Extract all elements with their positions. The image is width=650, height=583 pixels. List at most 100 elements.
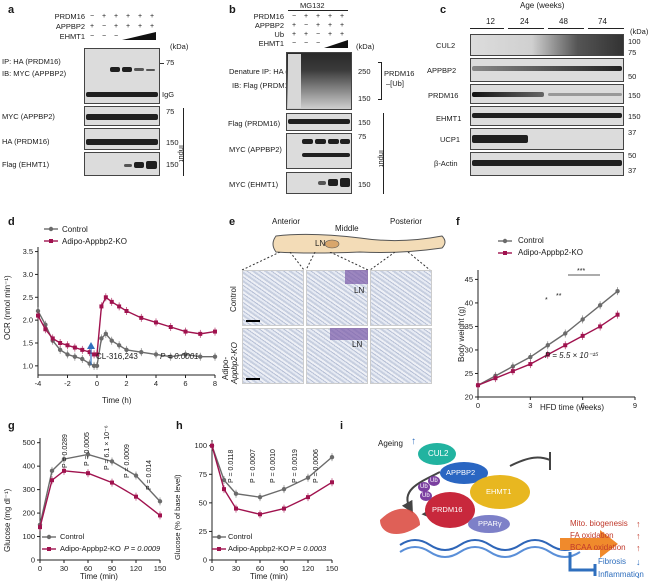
- blot-band: [328, 139, 339, 144]
- x-tick-label: 90: [280, 564, 288, 573]
- data-point: [134, 494, 138, 499]
- g-legend-control: Control: [60, 532, 85, 541]
- marker: 75: [166, 107, 175, 116]
- ehmt1-node: [470, 475, 530, 509]
- b-row-appbp2: APPBP2: [254, 21, 284, 30]
- blot-band: [110, 67, 120, 72]
- y-tick-label: 100: [22, 532, 35, 541]
- panel-label-c: c: [440, 4, 447, 16]
- data-point: [282, 506, 286, 511]
- sign: +: [125, 23, 131, 30]
- sign: −: [89, 13, 95, 20]
- mg132-line: [288, 10, 348, 11]
- age-line: [548, 28, 584, 29]
- blot-band: [472, 113, 622, 118]
- c-row-ucp1: UCP1: [440, 135, 461, 144]
- ub-node: [420, 491, 432, 501]
- marker-75: 75: [628, 48, 637, 57]
- x-tick-label: 60: [84, 564, 92, 573]
- y-tick-label: 40: [465, 298, 473, 307]
- data-point: [221, 477, 227, 483]
- f-legend-control: Control: [518, 236, 544, 245]
- data-point: [116, 343, 122, 348]
- data-point: [50, 336, 55, 341]
- y-tick-label: 25: [199, 527, 207, 536]
- data-point: [168, 354, 173, 359]
- x-tick-label: 6: [183, 379, 187, 388]
- data-point: [110, 480, 114, 485]
- up-arrow-icon: [87, 342, 95, 349]
- row-label-prdm16: PRDM16: [54, 12, 85, 21]
- cul2-label: CUL2: [428, 449, 449, 458]
- sign: +: [339, 22, 345, 29]
- panel-c: Age (weeks) 12 24 48 74 (kDa) CUL2 100 7…: [0, 0, 650, 210]
- data-point: [281, 486, 287, 492]
- data-point: [50, 478, 54, 483]
- x-tick-label: 150: [154, 564, 167, 573]
- blot-band: [472, 66, 622, 71]
- output-mito: Mito. biogenesis: [570, 519, 628, 528]
- panel-a: PRDM16 APPBP2 EHMT1 − + + + + + + − + + …: [0, 0, 225, 210]
- y-tick-label: 100: [194, 441, 207, 450]
- g-p-total: P = 0.0009: [124, 544, 161, 553]
- data-point: [72, 354, 78, 359]
- sign: +: [89, 23, 95, 30]
- sign: −: [89, 33, 95, 40]
- y-tick-label: 200: [22, 509, 35, 518]
- row-label-ehmt1: EHMT1: [59, 32, 85, 41]
- x-tick-label: 120: [130, 564, 143, 573]
- appbp2-node: [440, 462, 488, 484]
- x-tick-label: 60: [256, 564, 264, 573]
- f-legend-ko: Adipo-Appbp2-KO: [518, 248, 583, 257]
- x-tick-label: 0: [38, 564, 42, 573]
- x-tick-label: 3: [528, 401, 532, 410]
- blot-band: [124, 164, 132, 167]
- legend-marker: [48, 226, 54, 232]
- ehmt1-gradient-wedge: [122, 32, 156, 40]
- data-point: [103, 295, 108, 300]
- sign: +: [137, 13, 143, 20]
- ub-label: Ub: [430, 478, 438, 484]
- y-tick-label: 0: [203, 556, 207, 565]
- data-point: [234, 506, 238, 511]
- histology-image: [370, 270, 432, 326]
- row-label-appbp2: APPBP2: [55, 22, 85, 31]
- f-star-1: *: [545, 297, 548, 304]
- data-point: [563, 331, 568, 336]
- data-point: [580, 333, 585, 338]
- panel-label-i: i: [340, 420, 344, 432]
- chart-h: 0 30 60 90 120 150 0 25 50 75 100: [194, 440, 338, 573]
- x-tick-label: 8: [213, 379, 217, 388]
- legend-marker: [503, 251, 507, 255]
- marker-50b: 50: [628, 151, 637, 160]
- sign: −: [101, 33, 107, 40]
- ib-label: IB: Flag (PRDM16): [232, 81, 296, 90]
- blot-prdm16: [470, 84, 624, 104]
- kda-label: (kDa): [356, 42, 375, 51]
- c-row-actin: β-Actin: [434, 159, 458, 168]
- x-tick-label: 30: [60, 564, 68, 573]
- sign: −: [291, 40, 297, 47]
- prdm16-node: [425, 492, 475, 528]
- igg-label: IgG: [162, 90, 175, 99]
- h-p-total: P = 0.0003: [290, 544, 327, 553]
- panel-label-h: h: [176, 420, 183, 432]
- sign: +: [149, 13, 155, 20]
- data-point: [61, 456, 67, 462]
- data-point: [58, 341, 63, 345]
- data-point: [222, 487, 226, 492]
- blot-band: [328, 179, 338, 186]
- panel-label-g: g: [8, 420, 15, 432]
- y-tick-label: 25: [465, 369, 473, 378]
- blot-band: [315, 139, 326, 144]
- data-point: [65, 343, 70, 348]
- y-tick-label: 75: [199, 470, 207, 479]
- ub-label-2: –[Ub]: [386, 79, 404, 88]
- sign: +: [303, 13, 309, 20]
- anterior-label: Anterior: [272, 217, 301, 226]
- age-line: [588, 28, 624, 29]
- data-point: [306, 495, 310, 500]
- data-point: [62, 468, 66, 473]
- y-tick-label: 20: [465, 393, 473, 402]
- data-point: [212, 354, 218, 359]
